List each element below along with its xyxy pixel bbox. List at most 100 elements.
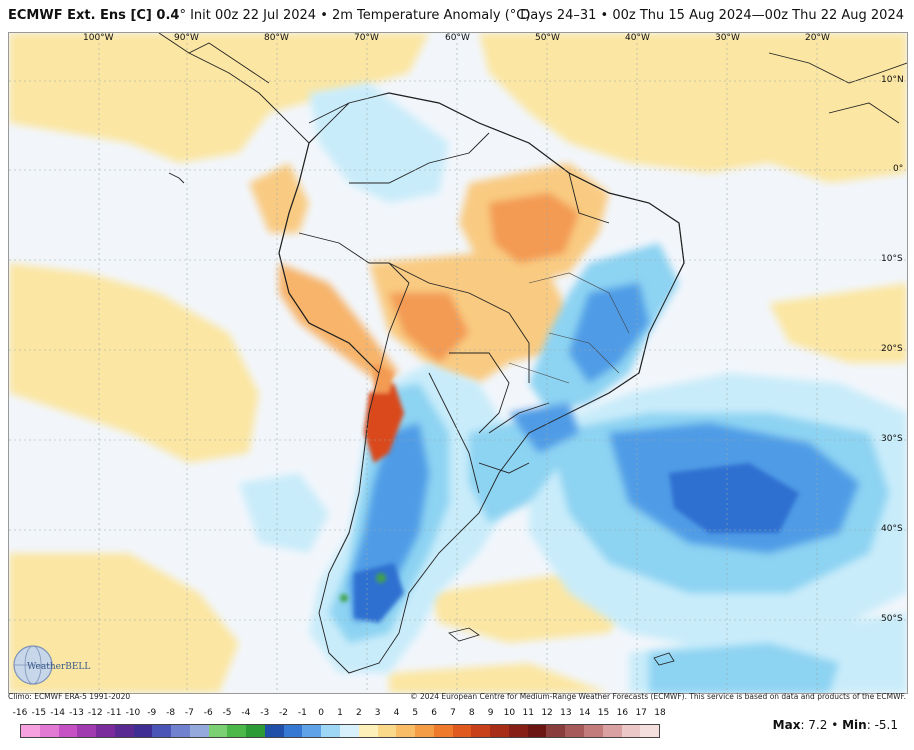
lon-label: 40°W [625, 33, 650, 43]
color-legend-swatch [340, 725, 359, 737]
lon-label: 30°W [715, 33, 740, 43]
color-legend-swatch [96, 725, 115, 737]
color-legend-swatch [621, 725, 641, 737]
color-legend-swatch [58, 725, 78, 737]
color-legend-tick: 0 [318, 708, 325, 718]
south-georgia [653, 652, 675, 666]
color-legend-tick: 6 [431, 708, 437, 718]
color-legend-swatch [640, 725, 660, 737]
lon-label: 70°W [354, 33, 379, 43]
globe-icon: WeatherBELL [13, 645, 90, 685]
central-america-coastline [158, 33, 907, 184]
color-legend-tick: -3 [260, 708, 270, 718]
color-legend-tick: 14 [578, 708, 591, 718]
color-legend-swatch [246, 725, 265, 737]
lon-label: 100°W [83, 33, 114, 43]
max-label: Max [772, 718, 801, 732]
graticule [9, 33, 907, 693]
color-legend-bar [20, 724, 660, 738]
lon-label: 20°W [805, 33, 830, 43]
init-info: ° Init 00z 22 Jul 2024 • 2m Temperature … [179, 8, 531, 23]
lat-label: 30°S [881, 434, 903, 444]
color-legend-swatch [21, 725, 40, 737]
color-legend-tick: 4 [393, 708, 400, 718]
lat-label: 50°S [881, 614, 903, 624]
climo-note: Climo: ECMWF ERA-5 1991-2020 [8, 692, 131, 701]
color-legend-tick: -12 [87, 708, 103, 718]
color-legend-swatch [39, 725, 59, 737]
color-legend-swatch [189, 725, 209, 737]
lon-label: 90°W [174, 33, 199, 43]
color-legend-tick: -4 [241, 708, 251, 718]
copyright-note: © 2024 European Centre for Medium-Range … [410, 692, 906, 701]
color-legend-tick: 1 [337, 708, 343, 718]
falkland-islands [448, 627, 480, 642]
color-legend-swatch [377, 725, 397, 737]
color-legend-tick: -2 [279, 708, 289, 718]
lon-label: 80°W [264, 33, 289, 43]
min-label: Min [842, 718, 867, 732]
color-legend-tick: -8 [166, 708, 176, 718]
color-legend-swatch [433, 725, 453, 737]
color-legend-tick: 7 [450, 708, 456, 718]
color-legend-tick: 3 [374, 708, 381, 718]
color-legend-tick: 9 [487, 708, 494, 718]
max-value: 7.2 [808, 718, 828, 732]
color-legend-swatch [321, 725, 341, 737]
color-legend-tick: 8 [468, 708, 475, 718]
color-legend-tick: 11 [522, 708, 534, 718]
color-legend-tick: 10 [503, 708, 516, 718]
color-legend-swatch [508, 725, 528, 737]
color-legend-tick: 12 [541, 708, 553, 718]
color-legend-swatch [602, 725, 622, 737]
max-min-stats: Max: 7.2 • Min: -5.1 [772, 718, 898, 732]
warm-anomaly-light [9, 33, 907, 693]
model-name: ECMWF Ext. Ens [C] 0.4 [8, 8, 180, 23]
cool-anomaly-cold [354, 463, 799, 623]
warm-anomaly-strong [389, 193, 579, 363]
color-legend-swatch [452, 725, 472, 737]
cool-anomaly-extreme [340, 573, 386, 602]
color-legend-swatch [471, 725, 491, 737]
color-legend-swatch [396, 725, 416, 737]
lat-label: 10°S [881, 254, 903, 264]
color-legend-tick: 15 [597, 708, 610, 718]
map-header: ECMWF Ext. Ens [C] 0.4° Init 00z 22 Jul … [0, 0, 914, 32]
color-legend-tick: -16 [12, 708, 28, 718]
color-legend-tick: -9 [147, 708, 157, 718]
color-legend-swatch [283, 725, 303, 737]
color-legend: -16 -15 -14 -13 -12 -11 -10 -9 -8 -7 -6 -5 -4 -3 -2 -1 0… [13, 708, 666, 748]
color-legend-swatch [415, 725, 434, 737]
color-legend-swatch [208, 725, 228, 737]
color-legend-tick: -14 [50, 708, 65, 718]
min-value: -5.1 [874, 718, 898, 732]
color-legend-tick: -11 [106, 708, 122, 718]
color-legend-tick: 17 [635, 708, 647, 718]
map-canvas [9, 33, 907, 693]
color-legend-swatch [227, 725, 247, 737]
weatherbell-logo: WeatherBELL [11, 643, 91, 687]
color-legend-swatch [77, 725, 97, 737]
color-legend-tick: 5 [412, 708, 419, 718]
lat-label: 0° [893, 164, 904, 174]
color-legend-swatch [583, 725, 603, 737]
color-legend-tick: -10 [125, 708, 141, 718]
map-footer: Climo: ECMWF ERA-5 1991-2020 © 2024 Euro… [8, 692, 906, 704]
color-legend-tick: 13 [560, 708, 572, 718]
lat-label: 10°N [881, 75, 904, 85]
color-legend-tick: -15 [31, 708, 47, 718]
valid-period: Days 24–31 • 00z Thu 15 Aug 2024—00z Thu… [520, 8, 904, 23]
lon-label: 50°W [535, 33, 560, 43]
color-legend-tick: -1 [297, 708, 307, 718]
anomaly-map[interactable]: 100°W 90°W 80°W 70°W 60°W 50°W 40°W 30°W… [8, 32, 908, 694]
color-legend-swatch [264, 725, 284, 737]
color-legend-swatch [565, 725, 584, 737]
state-borders [508, 272, 630, 384]
color-legend-tick: 18 [654, 708, 666, 718]
lat-label: 40°S [881, 524, 903, 534]
lon-label: 60°W [445, 33, 470, 43]
color-legend-swatch [171, 725, 190, 737]
color-legend-swatch [302, 725, 322, 737]
color-legend-swatch [527, 725, 547, 737]
color-legend-tick: 2 [355, 708, 362, 718]
